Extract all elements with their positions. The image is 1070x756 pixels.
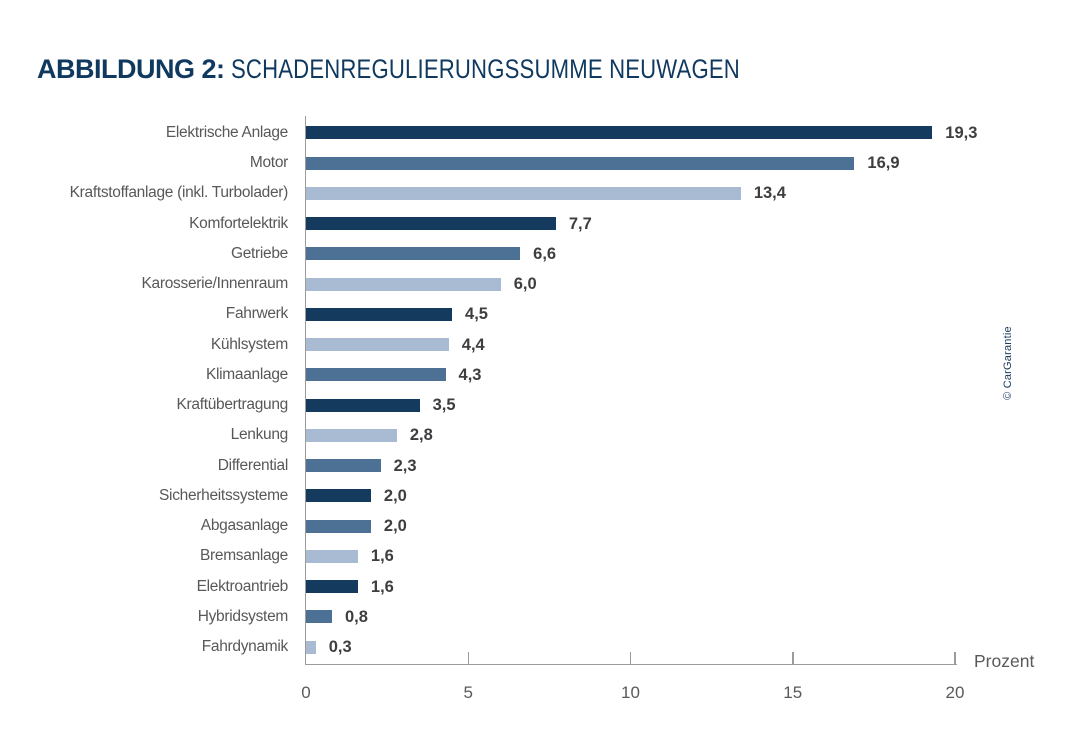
bar [306,519,371,533]
value-label: 4,4 [461,335,485,354]
value-label: 2,3 [393,456,417,475]
bar [306,580,358,594]
value-label: 6,6 [533,244,557,263]
value-label: 0,3 [328,638,352,657]
value-label: 1,6 [370,577,394,596]
bar [306,398,420,412]
value-label: 4,5 [465,305,488,324]
value-label: 3,5 [432,396,456,415]
value-label: 4,3 [458,365,482,384]
category-label: Kraftstoffanlage (inkl. Turbolader) [69,184,289,202]
x-axis-line [304,663,957,665]
bar [306,126,933,140]
category-label: Elektroantrieb [196,577,289,595]
bar [306,277,501,291]
value-label: 2,0 [383,517,407,536]
x-axis-tick [954,651,956,664]
category-label: Bremsanlage [199,547,288,565]
bar [306,549,358,563]
y-axis-line [304,116,306,665]
bar [306,156,855,170]
value-label: 6,0 [513,275,537,294]
value-label: 16,9 [867,154,900,173]
category-label: Fahrdynamik [201,638,289,656]
bar [306,338,449,352]
category-label: Lenkung [230,426,289,444]
category-label: Abgasanlage [200,517,289,535]
x-axis-tick [792,651,794,664]
x-axis-tick-label: 0 [301,683,311,702]
category-label: Kraftübertragung [176,396,288,414]
category-label: Klimaanlage [205,365,288,383]
category-label: Kühlsystem [210,335,288,353]
value-label: 13,4 [753,184,786,203]
x-axis-tick-label: 15 [783,683,803,702]
value-label: 0,8 [344,607,368,626]
bar [306,368,446,382]
bar [306,640,316,654]
chart-title-main: SCHADENREGULIERUNGSSUMME NEUWAGEN [230,54,740,84]
category-label: Hybridsystem [197,607,289,625]
value-label: 19,3 [945,123,978,142]
x-axis-tick-label: 5 [463,683,473,702]
x-axis-tick [467,651,469,664]
bar [306,459,381,473]
x-axis-title: Prozent [974,651,1035,671]
category-label: Komfortelektrik [189,214,288,232]
chart-title: ABBILDUNG 2: SCHADENREGULIERUNGSSUMME NEU… [37,54,851,85]
x-axis-tick-label: 10 [621,683,640,702]
category-label: Motor [249,154,288,172]
bar [306,186,741,200]
bar [306,489,371,503]
category-label: Differential [217,456,289,474]
category-label: Elektrische Anlage [165,123,288,141]
category-label: Karosserie/Innenraum [141,275,289,293]
category-label: Sicherheitssysteme [159,486,288,504]
x-axis-tick-label: 20 [945,683,965,702]
value-label: 1,6 [370,547,394,566]
category-label: Fahrwerk [225,305,289,323]
copyright-label: © CarGarantie [1002,326,1014,400]
bar [306,307,453,321]
x-axis-tick [629,651,632,664]
value-label: 2,0 [383,486,407,505]
bar [306,428,397,442]
bar [306,610,332,624]
value-label: 2,8 [409,426,433,445]
value-label: 7,7 [568,214,592,233]
chart-title-prefix: ABBILDUNG 2: [37,54,225,84]
category-label: Getriebe [230,244,288,262]
bar [306,247,521,261]
bar [306,217,556,231]
